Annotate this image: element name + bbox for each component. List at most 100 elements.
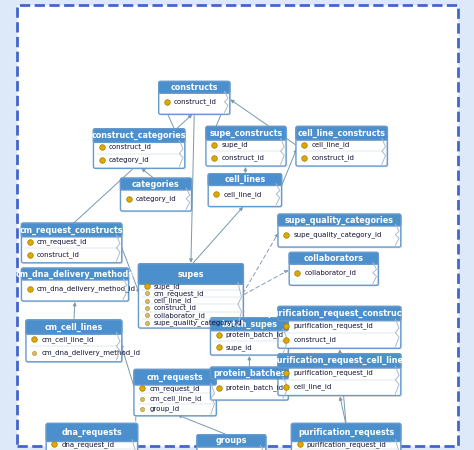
Text: construct_id: construct_id bbox=[221, 154, 264, 161]
FancyBboxPatch shape bbox=[278, 214, 401, 226]
FancyBboxPatch shape bbox=[159, 81, 230, 114]
FancyBboxPatch shape bbox=[21, 268, 128, 280]
Text: collaborators: collaborators bbox=[304, 254, 364, 263]
Text: construct_categories: construct_categories bbox=[92, 131, 186, 140]
Text: cm_request_id: cm_request_id bbox=[149, 385, 200, 392]
FancyBboxPatch shape bbox=[21, 223, 122, 237]
FancyBboxPatch shape bbox=[134, 369, 216, 385]
Text: cell_line_id: cell_line_id bbox=[311, 141, 349, 148]
Text: cell_lines: cell_lines bbox=[224, 175, 265, 184]
Text: purification_request_id: purification_request_id bbox=[307, 441, 386, 448]
FancyBboxPatch shape bbox=[138, 264, 243, 328]
FancyBboxPatch shape bbox=[93, 129, 185, 142]
FancyBboxPatch shape bbox=[208, 174, 282, 207]
FancyBboxPatch shape bbox=[21, 223, 122, 263]
FancyBboxPatch shape bbox=[197, 435, 266, 447]
Text: cm_request_id: cm_request_id bbox=[37, 238, 87, 245]
Text: cm_cell_lines: cm_cell_lines bbox=[45, 323, 103, 332]
Text: dna_requests: dna_requests bbox=[62, 428, 122, 437]
Text: protein_batch_id: protein_batch_id bbox=[226, 332, 284, 338]
FancyBboxPatch shape bbox=[23, 270, 130, 302]
Text: supe_quality_category_id: supe_quality_category_id bbox=[293, 231, 382, 238]
FancyBboxPatch shape bbox=[140, 265, 245, 329]
Text: supe_id: supe_id bbox=[221, 141, 248, 148]
FancyBboxPatch shape bbox=[95, 130, 186, 170]
FancyBboxPatch shape bbox=[93, 129, 185, 168]
FancyBboxPatch shape bbox=[279, 355, 402, 397]
Text: supe_quality_category_id: supe_quality_category_id bbox=[154, 319, 242, 326]
FancyBboxPatch shape bbox=[292, 423, 401, 450]
Text: purification_requests: purification_requests bbox=[298, 428, 394, 437]
FancyBboxPatch shape bbox=[208, 174, 282, 185]
FancyBboxPatch shape bbox=[134, 369, 216, 416]
Text: cm_requests: cm_requests bbox=[147, 373, 203, 382]
FancyBboxPatch shape bbox=[293, 425, 402, 450]
FancyBboxPatch shape bbox=[135, 371, 218, 417]
FancyBboxPatch shape bbox=[138, 264, 243, 284]
Text: supe_id: supe_id bbox=[154, 283, 181, 289]
FancyBboxPatch shape bbox=[206, 126, 286, 140]
Text: purification_request_id: purification_request_id bbox=[293, 323, 373, 329]
FancyBboxPatch shape bbox=[210, 367, 288, 400]
FancyBboxPatch shape bbox=[198, 436, 267, 450]
FancyBboxPatch shape bbox=[279, 308, 402, 350]
FancyBboxPatch shape bbox=[21, 268, 128, 301]
FancyBboxPatch shape bbox=[210, 175, 283, 208]
FancyBboxPatch shape bbox=[279, 216, 402, 248]
Text: cell_line_id: cell_line_id bbox=[154, 297, 192, 304]
FancyBboxPatch shape bbox=[278, 354, 401, 396]
FancyBboxPatch shape bbox=[278, 214, 401, 247]
FancyBboxPatch shape bbox=[212, 369, 290, 401]
Text: groups: groups bbox=[216, 436, 247, 446]
Text: cm_dna_delivery_method_id: cm_dna_delivery_method_id bbox=[37, 285, 136, 292]
FancyBboxPatch shape bbox=[289, 252, 378, 285]
FancyBboxPatch shape bbox=[296, 126, 387, 140]
Text: category_id: category_id bbox=[136, 195, 176, 202]
Text: cell_line_constructs: cell_line_constructs bbox=[298, 129, 386, 138]
Text: cm_request_id: cm_request_id bbox=[154, 290, 204, 297]
Text: purification_request_cell_lines: purification_request_cell_lines bbox=[271, 356, 408, 365]
FancyBboxPatch shape bbox=[46, 423, 137, 450]
Text: construct_id: construct_id bbox=[37, 251, 80, 258]
Text: constructs: constructs bbox=[171, 83, 218, 92]
FancyBboxPatch shape bbox=[46, 423, 137, 441]
FancyBboxPatch shape bbox=[26, 320, 122, 362]
Text: protein_batches: protein_batches bbox=[213, 369, 286, 378]
FancyBboxPatch shape bbox=[292, 423, 401, 441]
Text: construct_id: construct_id bbox=[311, 154, 354, 161]
FancyBboxPatch shape bbox=[297, 128, 389, 167]
FancyBboxPatch shape bbox=[278, 354, 401, 368]
FancyBboxPatch shape bbox=[120, 178, 191, 211]
Text: cell_line_id: cell_line_id bbox=[293, 383, 331, 390]
FancyBboxPatch shape bbox=[291, 254, 380, 287]
Text: batch_supes: batch_supes bbox=[221, 320, 277, 329]
Text: supe_quality_categories: supe_quality_categories bbox=[285, 216, 394, 225]
FancyBboxPatch shape bbox=[296, 126, 387, 166]
FancyBboxPatch shape bbox=[210, 318, 288, 331]
Text: cm_dna_delivery_method_id: cm_dna_delivery_method_id bbox=[41, 350, 140, 356]
FancyBboxPatch shape bbox=[278, 306, 401, 348]
Text: dna_request_id: dna_request_id bbox=[62, 441, 115, 448]
FancyBboxPatch shape bbox=[197, 435, 266, 450]
FancyBboxPatch shape bbox=[23, 225, 123, 264]
Text: group_id: group_id bbox=[149, 405, 179, 412]
Text: cm_dna_delivery_methods: cm_dna_delivery_methods bbox=[16, 270, 134, 279]
FancyBboxPatch shape bbox=[210, 318, 288, 355]
Text: collaborator_id: collaborator_id bbox=[154, 312, 206, 319]
Text: construct_id: construct_id bbox=[174, 99, 217, 105]
Text: categories: categories bbox=[132, 180, 180, 189]
Text: cell_line_id: cell_line_id bbox=[224, 191, 262, 198]
FancyBboxPatch shape bbox=[122, 180, 193, 212]
FancyBboxPatch shape bbox=[210, 367, 288, 379]
FancyBboxPatch shape bbox=[120, 178, 191, 190]
Text: cm_cell_line_id: cm_cell_line_id bbox=[41, 336, 94, 343]
FancyBboxPatch shape bbox=[47, 425, 139, 450]
Text: supe_id: supe_id bbox=[226, 344, 252, 351]
FancyBboxPatch shape bbox=[159, 81, 230, 93]
FancyBboxPatch shape bbox=[26, 320, 122, 334]
FancyBboxPatch shape bbox=[206, 126, 286, 166]
Text: collaborator_id: collaborator_id bbox=[304, 270, 356, 276]
FancyBboxPatch shape bbox=[207, 128, 287, 167]
Text: cm_cell_line_id: cm_cell_line_id bbox=[149, 395, 201, 402]
Text: construct_id: construct_id bbox=[293, 336, 336, 343]
